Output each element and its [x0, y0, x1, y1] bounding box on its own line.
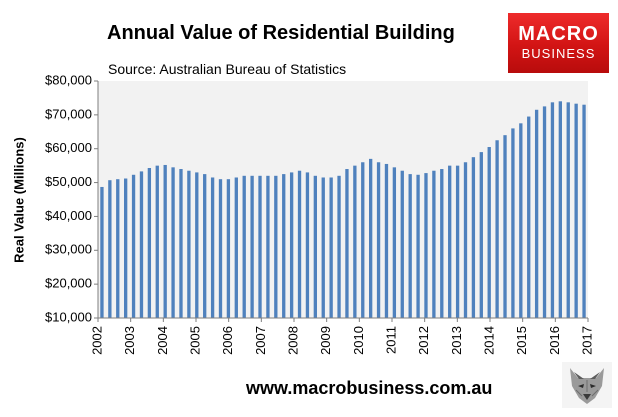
- x-tick-label: 2003: [122, 326, 137, 355]
- x-tick-label: 2012: [416, 326, 431, 355]
- bar: [163, 164, 167, 318]
- x-tick-label: 2004: [155, 326, 170, 355]
- bar: [511, 128, 515, 318]
- bar: [479, 152, 483, 318]
- bar: [534, 109, 539, 318]
- bar: [487, 147, 491, 318]
- bar: [171, 167, 175, 318]
- bar: [282, 174, 286, 318]
- bar: [274, 175, 278, 318]
- bar: [203, 174, 207, 318]
- bar: [448, 165, 452, 318]
- x-tick-label: 2016: [547, 326, 562, 355]
- bar: [108, 180, 112, 318]
- footer-url[interactable]: www.macrobusiness.com.au: [246, 378, 493, 398]
- bar: [321, 177, 325, 318]
- bar: [369, 158, 373, 318]
- bar: [116, 179, 120, 318]
- y-tick-label: $20,000: [45, 276, 92, 291]
- y-tick-label: $80,000: [45, 72, 92, 87]
- bar: [582, 104, 586, 318]
- bar: [250, 175, 254, 318]
- x-tick-label: 2013: [449, 326, 464, 355]
- bar: [463, 162, 468, 318]
- bar: [440, 169, 444, 318]
- bar: [353, 165, 357, 318]
- wolf-head-icon: [562, 362, 612, 408]
- macrobusiness-logo[interactable]: MACRO BUSINESS: [508, 13, 609, 73]
- bar: [155, 165, 159, 318]
- bar: [471, 157, 476, 318]
- x-tick-label: 2009: [318, 326, 333, 355]
- bar: [542, 106, 547, 318]
- y-axis-label: Real Value (Millions): [11, 137, 26, 263]
- bar: [226, 179, 231, 318]
- bar: [495, 140, 499, 318]
- bar: [392, 167, 397, 318]
- bar: [195, 172, 199, 318]
- x-tick-label: 2007: [253, 326, 268, 355]
- x-tick-label: 2002: [89, 326, 104, 355]
- x-tick-label: 2011: [383, 326, 398, 354]
- bar: [266, 175, 270, 318]
- bar: [361, 162, 365, 318]
- bar: [258, 175, 262, 318]
- x-tick-label: 2006: [220, 326, 235, 355]
- bar: [313, 175, 317, 318]
- bar: [519, 123, 523, 318]
- bar: [131, 174, 136, 318]
- bar: [400, 170, 404, 318]
- bar: [242, 175, 246, 318]
- bar: [345, 169, 349, 318]
- bar: [503, 135, 507, 318]
- y-ticks-group: $10,000 $20,000 $30,000 $40,000 $50,000 $60,0…: [45, 72, 98, 324]
- chart-title: Annual Value of Residential Building: [107, 22, 455, 44]
- x-tick-label: 2005: [187, 326, 202, 355]
- bar: [337, 175, 341, 318]
- y-tick-label: $50,000: [45, 174, 92, 189]
- bar: [432, 170, 436, 318]
- bar: [139, 171, 144, 318]
- x-ticks-group: 2002 2003 2004 2005 2006 2007 2008 2009 2010 2011…: [89, 318, 594, 355]
- logo-line-2: BUSINESS: [521, 46, 596, 61]
- bars-group: [100, 101, 586, 319]
- bar: [124, 178, 128, 318]
- bar: [297, 170, 302, 318]
- bar: [455, 165, 460, 318]
- x-tick-label: 2010: [351, 326, 366, 355]
- y-tick-label: $30,000: [45, 242, 92, 257]
- bar: [416, 174, 420, 318]
- bar: [408, 174, 412, 318]
- bar: [218, 179, 223, 318]
- bar: [566, 102, 570, 318]
- bar: [234, 177, 238, 318]
- y-tick-label: $70,000: [45, 106, 92, 121]
- x-tick-label: 2015: [514, 326, 529, 355]
- bar: [179, 169, 183, 318]
- bar: [100, 186, 104, 318]
- y-tick-label: $60,000: [45, 140, 92, 155]
- bar: [305, 172, 310, 318]
- bar: [187, 170, 191, 318]
- bar: [147, 168, 152, 318]
- bar: [384, 163, 389, 318]
- bar: [376, 162, 381, 318]
- logo-line-1: MACRO: [518, 23, 599, 45]
- bar: [550, 102, 555, 318]
- x-tick-label: 2017: [579, 326, 594, 355]
- bar: [289, 172, 294, 318]
- bar: [527, 116, 531, 318]
- x-tick-label: 2008: [285, 326, 300, 355]
- chart-subtitle: Source: Australian Bureau of Statistics: [108, 61, 347, 77]
- y-tick-label: $40,000: [45, 208, 92, 223]
- x-tick-label: 2014: [481, 326, 496, 355]
- y-tick-label: $10,000: [45, 309, 92, 324]
- bar: [424, 173, 428, 318]
- bar: [329, 177, 333, 318]
- bar: [558, 101, 562, 318]
- bar: [574, 103, 578, 319]
- bar: [210, 177, 215, 318]
